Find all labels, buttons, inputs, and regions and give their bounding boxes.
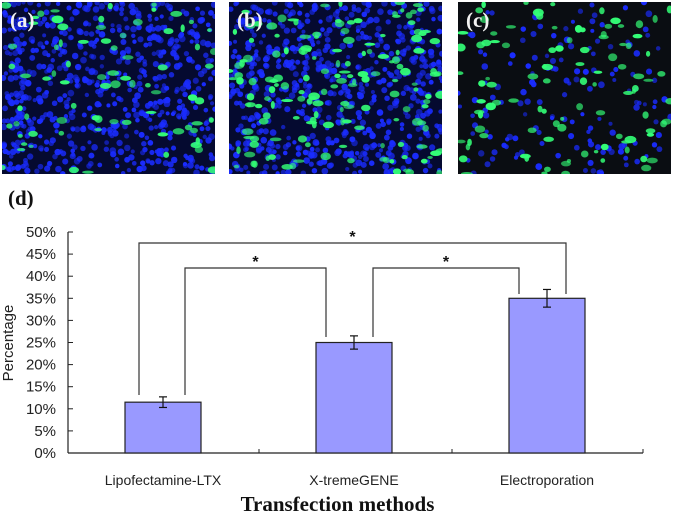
significance-bracket [138, 242, 567, 395]
x-tick-label: X-tremeGENE [309, 472, 398, 488]
micrograph-b: (b) [229, 2, 442, 174]
y-tick-label: 10% [26, 401, 56, 418]
bar-chart: 0% 5% 10% 15% 20% 25% 30% 35% 40% 45% 50% Percentag… [0, 224, 644, 488]
y-axis-title: Percentage [0, 305, 17, 382]
significance-bracket [184, 267, 327, 395]
x-axis-title: Transfection methods [240, 492, 435, 516]
panel-label-b: (b) [237, 8, 263, 32]
micrograph-a-image [2, 2, 215, 174]
y-tick-label: 15% [26, 379, 56, 396]
y-tick-label: 40% [26, 268, 56, 285]
y-tick-label: 5% [34, 423, 56, 440]
micrograph-b-image [229, 2, 442, 174]
panel-label-c: (c) [466, 8, 490, 32]
x-tick-label: Lipofectamine-LTX [105, 472, 222, 488]
bar-0 [124, 401, 202, 454]
significance-star: * [349, 229, 356, 246]
significance-star: * [252, 254, 259, 271]
bar-1 [315, 341, 393, 454]
bar-2 [508, 297, 586, 454]
x-tick-label: Electroporation [500, 472, 594, 488]
y-tick-label: 45% [26, 246, 56, 263]
micrograph-a: (a) [2, 2, 215, 174]
y-tick-label: 20% [26, 357, 56, 374]
significance-bracket [372, 267, 520, 337]
y-tick-label: 50% [26, 224, 56, 241]
y-tick-label: 25% [26, 335, 56, 352]
y-tick-label: 0% [34, 445, 56, 462]
chart-panel-label: (d) [8, 186, 34, 210]
y-tick-label: 35% [26, 290, 56, 307]
micrograph-c-image [458, 2, 671, 174]
micrograph-c: (c) [458, 2, 671, 174]
y-tick-label: 30% [26, 312, 56, 329]
panel-label-a: (a) [10, 8, 35, 32]
significance-star: * [443, 254, 450, 271]
